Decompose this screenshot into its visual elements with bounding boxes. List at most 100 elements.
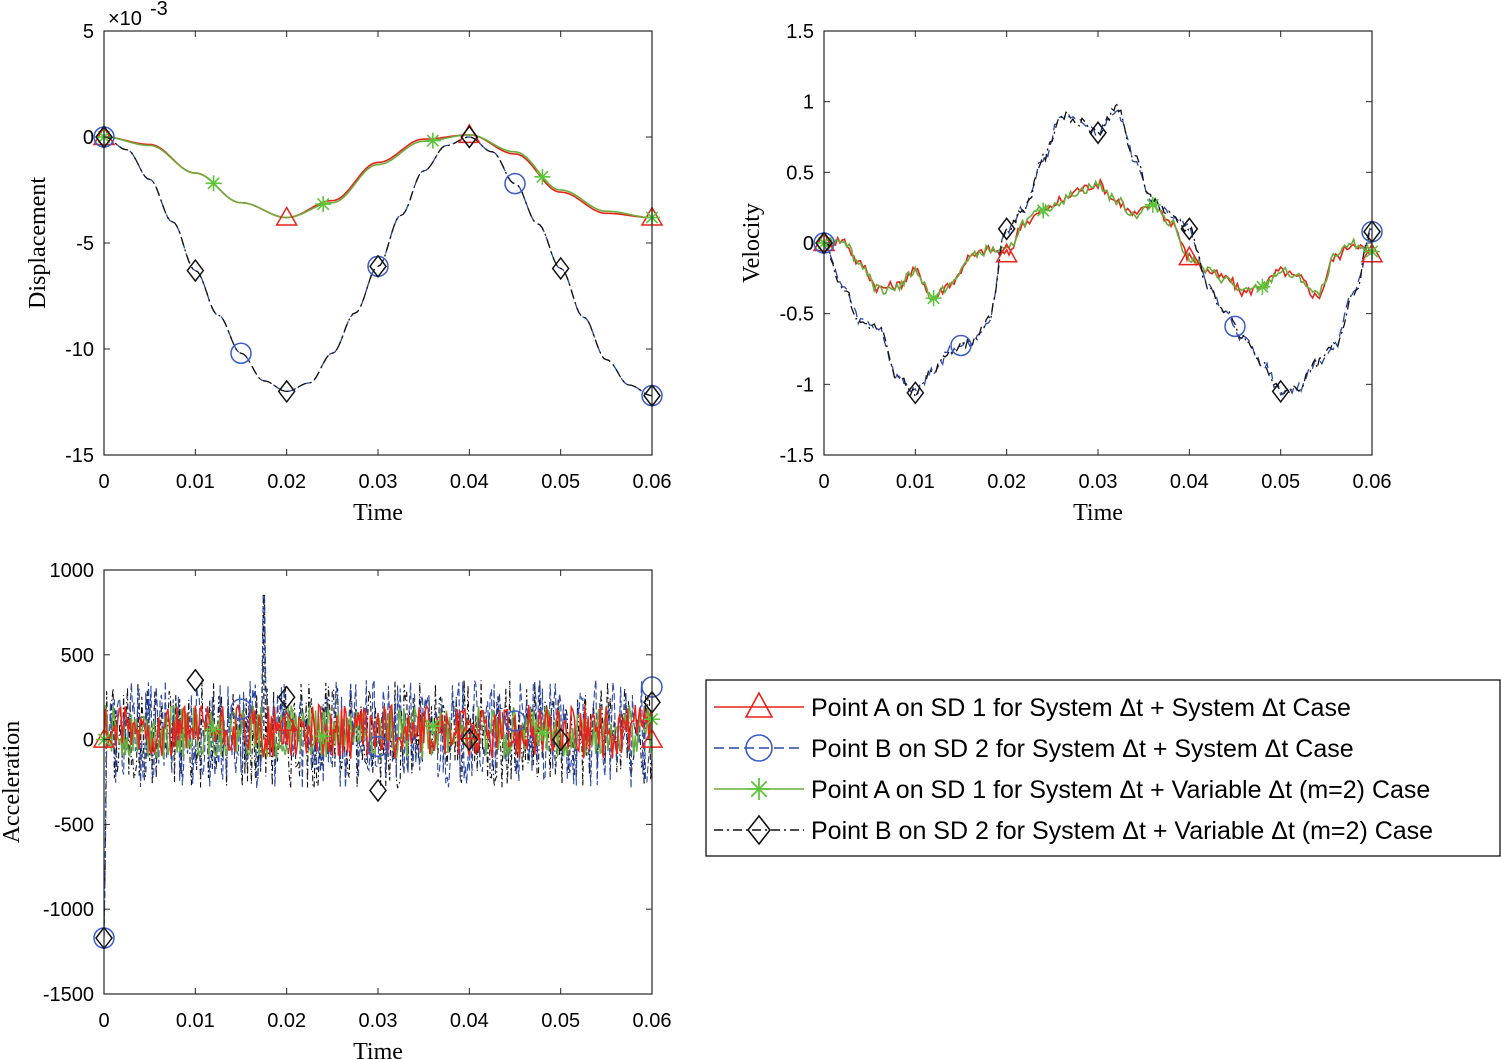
marker-b-sys	[504, 710, 526, 732]
y-tick-label: -10	[65, 339, 94, 361]
star-stroke	[750, 780, 768, 798]
x-axis-label: Time	[353, 500, 403, 526]
y-tick-label: -500	[54, 814, 94, 836]
y-tick-label: 0	[803, 233, 814, 255]
x-tick-label: 0.02	[267, 471, 306, 493]
x-tick-label: 0.06	[633, 471, 672, 493]
marker-b-var	[1089, 121, 1107, 145]
legend-marker	[748, 778, 770, 800]
x-tick-label: 0.01	[176, 1010, 215, 1032]
marker-a-var	[534, 724, 551, 741]
marker-b-var	[460, 727, 479, 752]
legend-marker	[746, 814, 772, 846]
marker-a-var	[315, 728, 332, 745]
legend-symbol-a-var	[714, 778, 804, 800]
marker-a-sys	[1178, 245, 1201, 266]
marker-b-sys	[950, 334, 972, 357]
legend-marker	[744, 691, 774, 718]
marker-b-sys	[230, 342, 252, 364]
star-stroke	[207, 177, 220, 190]
star-stroke	[426, 719, 440, 733]
marker-a-var	[205, 175, 222, 192]
x-tick-label: 0.03	[359, 471, 398, 493]
legend-label-a-var: Point A on SD 1 for System Δt + Variable…	[811, 776, 1430, 804]
legend-label-b-sys: Point B on SD 2 for System Δt + System Δ…	[811, 735, 1354, 763]
marker-a-var	[424, 132, 441, 149]
legend-label-a-sys: Point A on SD 1 for System Δt + System Δ…	[811, 694, 1351, 722]
marker-b-var	[1271, 379, 1290, 404]
star-stroke	[426, 134, 440, 147]
x-tick-label: 0.05	[1261, 471, 1300, 493]
legend-label-b-var: Point B on SD 2 for System Δt + Variable…	[811, 817, 1433, 845]
marker-b-sys	[1224, 315, 1246, 338]
y-tick-label: -5	[76, 233, 94, 255]
marker-b-var	[551, 727, 570, 752]
series-line-b-sys	[824, 109, 1372, 398]
star-stroke	[536, 726, 549, 740]
marker-a-sys	[275, 711, 298, 731]
marker-a-sys	[275, 206, 298, 226]
y-tick-label: 500	[61, 645, 94, 667]
marker-b-sys	[230, 698, 252, 720]
series-lines	[824, 99, 1372, 400]
y-tick-label: 0	[83, 730, 94, 752]
legend-symbol-a-sys	[714, 691, 804, 718]
star-stroke	[1256, 280, 1269, 294]
marker-b-var	[551, 256, 570, 281]
legend-marker	[745, 734, 773, 762]
marker-b-var	[1180, 217, 1199, 241]
marker-a-var	[424, 718, 441, 735]
marker-b-sys	[367, 735, 389, 758]
y-axis-label: Acceleration	[0, 721, 25, 844]
marker-a-sys	[458, 719, 481, 740]
marker-a-var	[1035, 202, 1052, 219]
x-tick-label: 0.04	[1170, 471, 1209, 493]
y-axis-label: Displacement	[25, 177, 51, 309]
marker-b-var	[369, 254, 387, 279]
plot-background	[104, 31, 652, 455]
star-stroke	[316, 197, 330, 211]
marker-a-var	[534, 168, 551, 185]
y-tick-label: 1.5	[786, 21, 814, 43]
series-line-a-var	[104, 134, 652, 219]
marker-b-var	[460, 125, 479, 149]
x-tick-label: 0.01	[896, 471, 935, 493]
x-tick-label: 0.01	[176, 471, 215, 493]
plot-background	[104, 570, 652, 994]
x-axis-label: Time	[1073, 500, 1123, 526]
marker-b-var	[369, 778, 387, 803]
y-axis-label: Velocity	[739, 203, 765, 283]
velocity-plot: 0 0.01 0.02 0.03 0.04 0.05 0.06 -1.5 -1 -0.5 0 0.5 1…	[739, 21, 1391, 526]
marker-a-var	[925, 290, 942, 307]
series-line-a-sys	[824, 177, 1372, 300]
x-tick-label: 0.02	[987, 471, 1026, 493]
x-tick-label: 0	[818, 471, 829, 493]
marker-b-sys	[504, 172, 526, 195]
x-axis-label: Time	[353, 1039, 403, 1059]
x-tick-label: 0.02	[267, 1010, 306, 1032]
x-tick-label: 0.03	[1079, 471, 1118, 493]
legend-symbol-b-var	[714, 814, 804, 846]
marker-a-sys	[995, 242, 1018, 263]
star-stroke	[536, 170, 549, 184]
x-tick-label: 0.05	[541, 1010, 580, 1032]
marker-a-var	[1144, 196, 1161, 213]
y-tick-label: -1500	[43, 984, 94, 1006]
y-tick-label: 0	[83, 127, 94, 149]
marker-a-var	[1254, 278, 1271, 295]
marker-b-var	[906, 381, 925, 405]
marker-b-var	[277, 685, 296, 709]
x-tick-label: 0.06	[1353, 471, 1392, 493]
y-tick-label: 1000	[50, 560, 95, 582]
legend-box	[705, 679, 1501, 857]
series-line-a-sys	[104, 702, 652, 759]
y-exponent-label: ×10	[108, 8, 142, 30]
x-tick-label: 0	[98, 471, 109, 493]
series-line-b-var	[104, 136, 652, 397]
marker-b-var	[186, 258, 205, 283]
y-tick-label: -1000	[43, 899, 94, 921]
y-exponent-power: -3	[150, 0, 168, 20]
x-tick-label: 0.06	[633, 1010, 672, 1032]
marker-a-var	[315, 196, 332, 213]
